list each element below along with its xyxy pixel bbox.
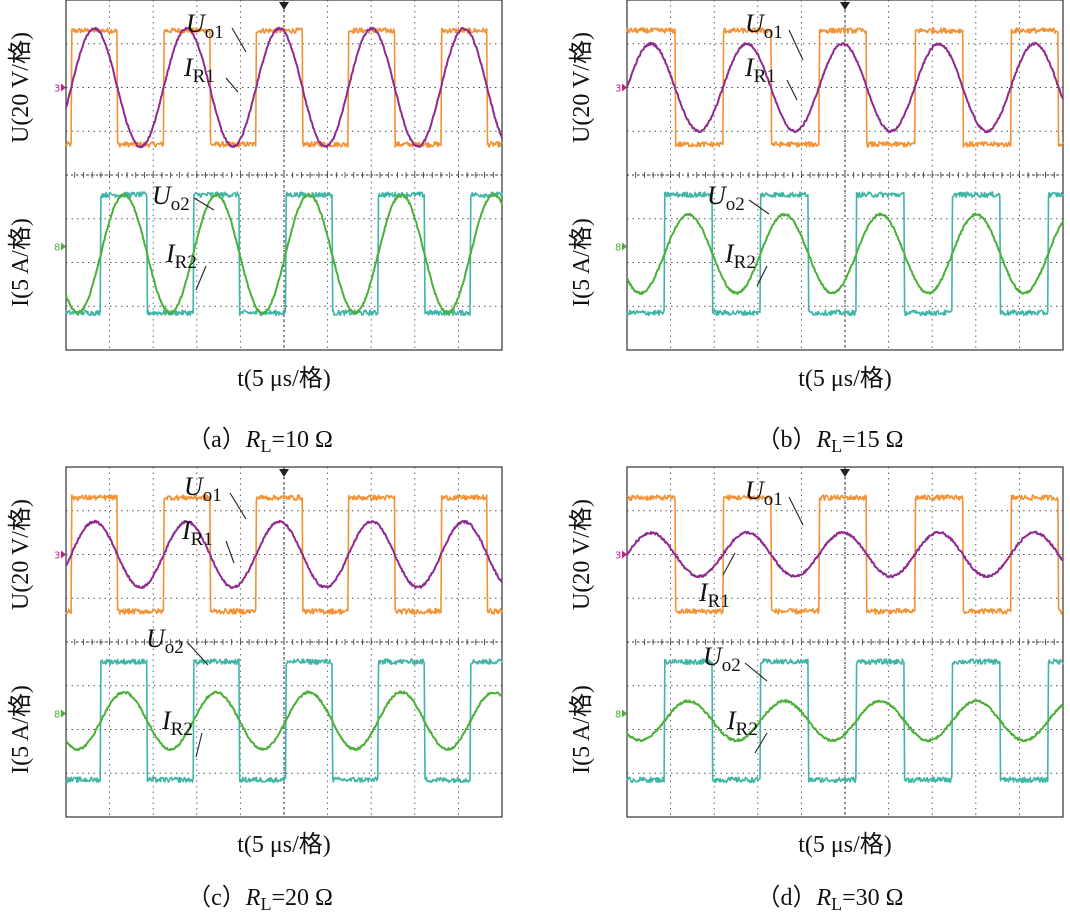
leader-line — [786, 79, 798, 101]
series-label-u-o1: Uo1 — [184, 472, 222, 506]
waveform-i-r2 — [65, 192, 503, 315]
channel-marker-u: 3 — [54, 551, 60, 562]
channel-marker-u: 3 — [615, 84, 621, 95]
waveform-i-r1 — [65, 26, 503, 149]
leader-line — [229, 492, 247, 520]
y-axis-label-current: I(5 A/格) — [568, 685, 595, 774]
series-label-u-o1: Uo1 — [745, 476, 783, 510]
series-label-i-r2: IR2 — [161, 706, 193, 740]
grid — [65, 467, 503, 817]
x-axis-label: t(5 μs/格) — [798, 831, 892, 858]
leader-line — [225, 540, 235, 564]
leader-line — [748, 199, 770, 215]
waveform-u-o2 — [626, 658, 1064, 784]
y-axis-label-current: I(5 A/格) — [7, 218, 34, 307]
channel-arrow-u — [61, 83, 66, 92]
channel-marker-i: 8 — [54, 710, 60, 721]
chart-panel-b: 3 8 Uo1 IR1 Uo2 IR2 U(20 V/格) I(5 A/格) t(5 μs/格)… — [568, 0, 1064, 456]
waveform-i-r1 — [626, 41, 1064, 134]
waveform-u-o1 — [65, 494, 503, 615]
leader-line — [195, 732, 203, 758]
waveform-u-o2 — [65, 191, 503, 317]
series-label-i-r1: IR1 — [744, 53, 776, 87]
series-label-i-r1: IR1 — [698, 578, 730, 612]
waveform-i-r2 — [626, 212, 1064, 296]
channel-arrow-i — [622, 709, 627, 718]
waveform-u-o1 — [65, 27, 503, 148]
leader-line — [756, 265, 768, 287]
series-label-i-r1: IR1 — [183, 53, 215, 87]
x-axis-label: t(5 μs/格) — [237, 831, 331, 858]
channel-arrow-i — [622, 242, 627, 251]
grid — [626, 467, 1064, 817]
panel-caption: （b）RL=15 Ω — [756, 427, 903, 456]
leader-line — [187, 642, 209, 666]
y-axis-label-current: I(5 A/格) — [568, 218, 595, 307]
y-axis-label-voltage: U(20 V/格) — [568, 499, 595, 610]
series-label-u-o2: Uo2 — [146, 624, 184, 658]
leader-line — [754, 732, 768, 754]
panel-caption: （a）RL=10 Ω — [187, 427, 333, 456]
waveform-u-o2 — [626, 191, 1064, 317]
leader-line — [225, 77, 239, 93]
channel-arrow-i — [61, 242, 66, 251]
series-label-i-r1: IR1 — [181, 516, 213, 550]
y-axis-label-voltage: U(20 V/格) — [7, 499, 34, 610]
channel-marker-i: 8 — [615, 243, 621, 254]
series-label-u-o2: Uo2 — [703, 642, 741, 676]
waveform-u-o1 — [626, 494, 1064, 615]
series-label-i-r2: IR2 — [726, 706, 758, 740]
series-label-u-o2: Uo2 — [707, 181, 745, 215]
channel-marker-u: 3 — [54, 84, 60, 95]
grid — [65, 0, 503, 350]
channel-arrow-u — [61, 550, 66, 559]
waveform-i-r2 — [626, 699, 1064, 743]
series-label-i-r2: IR2 — [724, 239, 756, 273]
y-axis-label-current: I(5 A/格) — [7, 685, 34, 774]
channel-marker-i: 8 — [615, 710, 621, 721]
leader-line — [722, 552, 736, 576]
panel-caption: （d）RL=30 Ω — [756, 885, 903, 914]
leader-line — [231, 27, 247, 53]
series-label-u-o1: Uo1 — [745, 9, 783, 43]
trigger-marker — [279, 469, 289, 477]
chart-panel-c: 3 8 Uo1 IR1 Uo2 IR2 U(20 V/格) I(5 A/格) t(5 μs/格)… — [7, 466, 503, 914]
trigger-marker — [279, 2, 289, 10]
y-axis-label-voltage: U(20 V/格) — [568, 32, 595, 143]
y-axis-label-voltage: U(20 V/格) — [7, 32, 34, 143]
channel-marker-i: 8 — [54, 243, 60, 254]
chart-panel-a: 3 8 Uo1 IR1 Uo2 IR2 U(20 V/格) I(5 A/格) t(5 μs/格)… — [7, 0, 503, 456]
channel-marker-u: 3 — [615, 551, 621, 562]
trigger-marker — [840, 469, 850, 477]
waveform-u-o2 — [65, 658, 503, 784]
series-label-u-o1: Uo1 — [186, 9, 224, 43]
leader-line — [788, 496, 804, 526]
trigger-marker — [840, 2, 850, 10]
waveform-i-r1 — [626, 530, 1064, 579]
channel-arrow-u — [622, 83, 627, 92]
waveform-i-r2 — [65, 690, 503, 752]
leader-line — [788, 29, 804, 61]
leader-line — [193, 197, 215, 211]
chart-panel-d: 3 8 Uo1 IR1 Uo2 IR2 U(20 V/格) I(5 A/格) t(5 μs/格)… — [568, 466, 1064, 914]
channel-arrow-u — [622, 550, 627, 559]
panel-caption: （c）RL=20 Ω — [187, 885, 333, 914]
leader-line — [744, 662, 768, 682]
leader-line — [195, 265, 207, 291]
channel-arrow-i — [61, 709, 66, 718]
waveform-u-o1 — [626, 27, 1064, 148]
waveform-i-r1 — [65, 519, 503, 590]
series-label-u-o2: Uo2 — [152, 181, 190, 215]
x-axis-label: t(5 μs/格) — [237, 365, 331, 392]
series-label-i-r2: IR2 — [165, 239, 197, 273]
x-axis-label: t(5 μs/格) — [798, 365, 892, 392]
